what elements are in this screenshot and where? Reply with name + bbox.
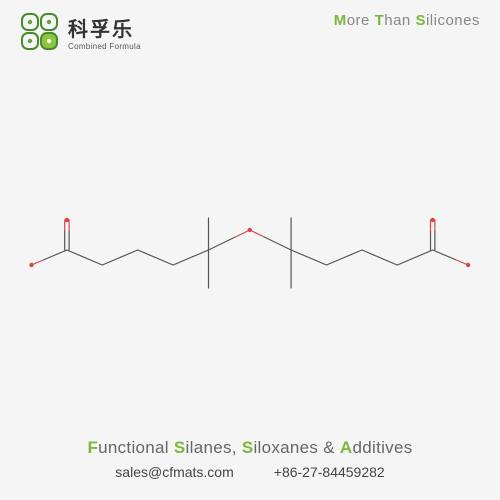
footer-tagline: Functional Silanes, Siloxanes & Additive… (0, 438, 500, 458)
tagline: More Than Silicones (334, 12, 480, 29)
header: 科孚乐 Combined Formula More Than Silicones (0, 12, 500, 52)
contact-email: sales@cfmats.com (115, 464, 233, 480)
brand-zh: 科孚乐 (68, 13, 141, 42)
contact-phone: +86-27-84459282 (274, 464, 385, 480)
logo-icon (20, 12, 60, 52)
molecule-diagram (0, 150, 500, 350)
footer-contact: sales@cfmats.com +86-27-84459282 (0, 464, 500, 480)
brand-en: Combined Formula (68, 42, 141, 51)
footer: Functional Silanes, Siloxanes & Additive… (0, 438, 500, 480)
logo-block: 科孚乐 Combined Formula (20, 12, 141, 52)
brand-text: 科孚乐 Combined Formula (68, 13, 141, 51)
